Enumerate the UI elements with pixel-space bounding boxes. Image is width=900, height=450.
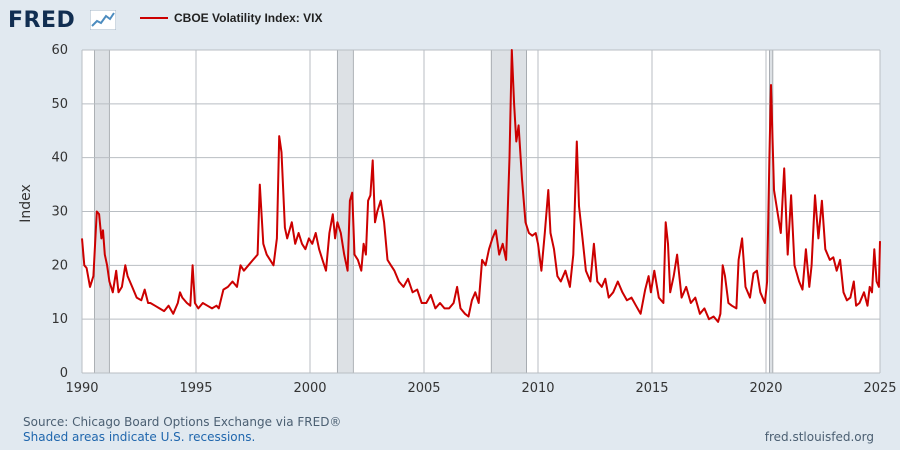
vix-chart: 0 10 20 30 40 50 60 1990 1995 2000 2005 2010 2015 202… [18,43,897,396]
legend-label-vix[interactable]: CBOE Volatility Index: VIX [174,11,323,25]
y-tick-label: 10 [51,312,68,327]
y-axis-label: Index [18,184,34,223]
y-tick-label: 40 [51,151,68,166]
fred-url[interactable]: fred.stlouisfed.org [764,430,874,444]
x-tick-label: 2015 [635,381,668,396]
x-tick-label: 2025 [863,381,896,396]
x-tick-label: 2005 [407,381,440,396]
chart-legend: CBOE Volatility Index: VIX [140,11,322,25]
recession-note: Shaded areas indicate U.S. recessions. [23,430,256,444]
y-tick-label: 50 [51,97,68,112]
source-note: Source: Chicago Board Options Exchange v… [23,415,342,429]
fred-logo[interactable]: FRED [8,8,76,33]
x-tick-label: 2010 [521,381,554,396]
y-tick-label: 20 [51,258,68,273]
x-tick-label: 2020 [749,381,782,396]
x-tick-label: 1995 [179,381,212,396]
x-tick-label: 2000 [293,381,326,396]
chart-line-icon [90,10,116,30]
legend-swatch-vix [140,17,168,19]
y-tick-label: 30 [51,205,68,220]
series-line-vix [81,49,881,323]
y-tick-label: 0 [60,366,68,381]
x-tick-label: 1990 [65,381,98,396]
y-tick-label: 60 [51,43,68,58]
